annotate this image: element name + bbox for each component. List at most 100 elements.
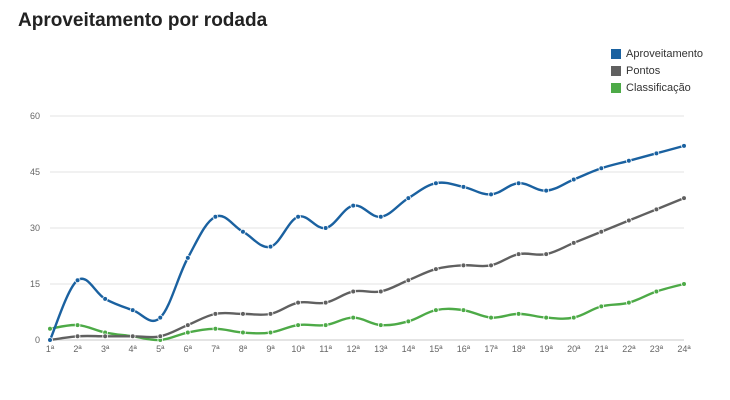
y-tick-label-30: 30	[30, 223, 40, 233]
x-tick-label-3: 3ª	[101, 344, 110, 354]
x-tick-label-17: 17ª	[484, 344, 498, 354]
data-point-pontos-6	[185, 322, 191, 328]
x-tick-label-2: 2ª	[73, 344, 82, 354]
data-point-classificacao-14	[405, 318, 412, 325]
data-point-aproveitamento-8	[240, 228, 246, 235]
x-tick-label-22: 22ª	[622, 344, 636, 354]
data-point-pontos-18	[515, 251, 522, 257]
x-tick-label-9: 9ª	[266, 344, 275, 354]
data-point-pontos-15	[433, 266, 439, 272]
legend-item-pontos[interactable]: Pontos	[611, 62, 726, 79]
x-tick-label-23: 23ª	[650, 344, 664, 354]
data-point-aproveitamento-19	[543, 187, 549, 194]
data-point-pontos-11	[322, 299, 329, 306]
data-point-aproveitamento-3	[102, 296, 108, 302]
data-point-classificacao-19	[543, 314, 549, 321]
legend-swatch-aproveitamento	[611, 48, 621, 59]
data-point-aproveitamento-21	[598, 165, 605, 172]
data-point-classificacao-24	[681, 281, 687, 287]
data-point-aproveitamento-5	[157, 314, 164, 321]
x-tick-label-4: 4ª	[129, 344, 138, 354]
data-point-aproveitamento-17	[488, 191, 494, 198]
legend-item-classificacao[interactable]: Classificação	[611, 79, 726, 96]
data-point-pontos-17	[488, 262, 494, 269]
x-tick-label-6: 6ª	[184, 344, 193, 354]
data-point-aproveitamento-20	[570, 176, 577, 183]
x-tick-label-20: 20ª	[567, 344, 581, 354]
data-point-pontos-4	[129, 333, 136, 340]
y-tick-label-60: 60	[30, 111, 40, 121]
x-tick-label-12: 12ª	[347, 344, 361, 354]
data-point-classificacao-20	[570, 314, 577, 321]
x-tick-label-24: 24ª	[677, 344, 691, 354]
data-point-aproveitamento-10	[295, 214, 301, 220]
data-point-classificacao-2	[74, 322, 81, 328]
x-tick-label-16: 16ª	[457, 344, 471, 354]
data-point-classificacao-10	[295, 322, 301, 328]
chart-title: Aproveitamento por rodada	[18, 10, 268, 31]
data-point-aproveitamento-14	[405, 195, 412, 201]
y-tick-label-0: 0	[35, 335, 40, 345]
data-point-aproveitamento-2	[74, 277, 81, 284]
data-point-classificacao-11	[322, 322, 329, 328]
data-point-aproveitamento-22	[626, 158, 632, 164]
data-point-pontos-13	[377, 288, 384, 295]
data-point-classificacao-22	[626, 299, 632, 306]
data-point-classificacao-13	[377, 322, 384, 328]
x-tick-label-21: 21ª	[595, 344, 609, 354]
data-point-pontos-21	[598, 228, 605, 235]
x-tick-label-10: 10ª	[291, 344, 305, 354]
data-point-aproveitamento-16	[460, 184, 467, 190]
x-tick-label-1: 1ª	[46, 344, 55, 354]
data-point-aproveitamento-18	[515, 180, 522, 187]
data-point-pontos-23	[653, 206, 660, 213]
data-point-aproveitamento-7	[212, 214, 219, 220]
data-point-aproveitamento-15	[433, 180, 439, 187]
x-tick-label-14: 14ª	[402, 344, 416, 354]
x-tick-label-15: 15ª	[429, 344, 443, 354]
legend-label-classificacao: Classificação	[626, 81, 691, 94]
data-point-aproveitamento-11	[322, 225, 329, 231]
data-point-classificacao-12	[350, 314, 357, 321]
data-point-aproveitamento-24	[681, 143, 687, 149]
data-point-classificacao-1	[47, 325, 53, 332]
data-point-classificacao-9	[267, 329, 274, 336]
data-point-pontos-10	[295, 299, 301, 306]
data-point-aproveitamento-13	[377, 214, 384, 220]
data-point-aproveitamento-9	[267, 243, 274, 250]
data-point-classificacao-7	[212, 325, 219, 332]
y-tick-label-15: 15	[30, 279, 40, 289]
data-point-pontos-19	[543, 251, 549, 257]
legend-label-aproveitamento: Aproveitamento	[626, 47, 704, 60]
data-point-pontos-3	[102, 333, 108, 340]
data-point-pontos-24	[681, 195, 687, 201]
chart-legend: Aproveitamento Pontos Classificação	[611, 45, 726, 96]
data-point-pontos-7	[212, 311, 219, 317]
data-point-classificacao-18	[515, 311, 522, 317]
legend-swatch-pontos	[611, 65, 621, 76]
y-tick-label-45: 45	[30, 167, 40, 177]
data-point-pontos-8	[240, 311, 246, 317]
data-point-pontos-14	[405, 277, 412, 284]
data-point-classificacao-16	[460, 307, 467, 313]
data-point-pontos-22	[626, 217, 632, 224]
x-tick-label-7: 7ª	[211, 344, 220, 354]
data-point-pontos-5	[157, 333, 164, 340]
data-point-classificacao-15	[433, 307, 439, 313]
data-point-classificacao-23	[653, 288, 660, 295]
legend-item-aproveitamento[interactable]: Aproveitamento	[611, 45, 726, 62]
data-point-aproveitamento-6	[185, 255, 191, 261]
x-tick-label-13: 13ª	[374, 344, 388, 354]
legend-swatch-classificacao	[611, 82, 621, 93]
x-tick-label-8: 8ª	[239, 344, 248, 354]
data-point-aproveitamento-12	[350, 202, 357, 209]
x-tick-label-18: 18ª	[512, 344, 526, 354]
data-point-aproveitamento-23	[653, 150, 660, 157]
data-point-aproveitamento-4	[129, 307, 136, 313]
data-point-classificacao-21	[598, 303, 605, 310]
x-tick-label-19: 19ª	[540, 344, 554, 354]
x-tick-label-5: 5ª	[156, 344, 165, 354]
data-point-aproveitamento-1	[47, 337, 53, 343]
legend-label-pontos: Pontos	[626, 64, 661, 77]
